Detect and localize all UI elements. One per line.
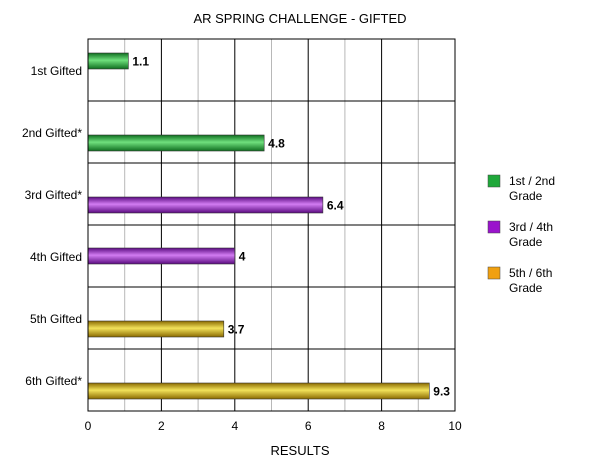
bar-4	[87, 247, 236, 265]
chart-title: AR SPRING CHALLENGE - GIFTED	[193, 11, 406, 26]
legend-label: 1st / 2nd	[509, 174, 555, 188]
bar-value-label: 9.3	[433, 385, 450, 399]
plot-area-frame	[87, 38, 456, 412]
x-tick-label: 8	[378, 419, 385, 433]
legend-swatch	[487, 220, 501, 234]
bar-2	[87, 134, 265, 152]
x-tick-label: 10	[448, 419, 462, 433]
x-tick-label: 2	[158, 419, 165, 433]
legend-label: Grade	[509, 189, 543, 203]
grid-lines	[88, 39, 455, 411]
category-label: 3rd Gifted*	[25, 188, 83, 202]
bar-1	[87, 52, 129, 70]
legend-swatch	[487, 174, 501, 188]
legend-label: 3rd / 4th	[509, 220, 553, 234]
category-label: 5th Gifted	[30, 312, 82, 326]
bar-value-label: 3.7	[228, 323, 245, 337]
bar-value-label: 4	[239, 250, 246, 264]
bar-6	[87, 382, 430, 400]
bar-3	[87, 196, 324, 214]
bar-value-label: 4.8	[268, 137, 285, 151]
category-label: 4th Gifted	[30, 250, 82, 264]
legend-swatch	[487, 266, 501, 280]
bars: 1.1 4.8 6.4 4 3.7 9.3	[87, 52, 450, 400]
category-label: 6th Gifted*	[25, 374, 82, 388]
bar-5	[87, 320, 225, 338]
legend-label: Grade	[509, 235, 543, 249]
bar-value-label: 6.4	[327, 199, 344, 213]
x-tick-label: 0	[85, 419, 92, 433]
legend-label: 5th / 6th	[509, 266, 552, 280]
bar-value-label: 1.1	[132, 55, 149, 69]
category-label: 2nd Gifted*	[22, 126, 82, 140]
x-tick-labels: 0 2 4 6 8 10	[85, 419, 462, 433]
category-label: 1st Gifted	[31, 64, 82, 78]
legend-label: Grade	[509, 281, 543, 295]
x-axis-label: RESULTS	[271, 443, 330, 458]
x-tick-label: 6	[305, 419, 312, 433]
category-labels: 1st Gifted 2nd Gifted* 3rd Gifted* 4th Gift…	[22, 64, 82, 388]
x-tick-label: 4	[231, 419, 238, 433]
